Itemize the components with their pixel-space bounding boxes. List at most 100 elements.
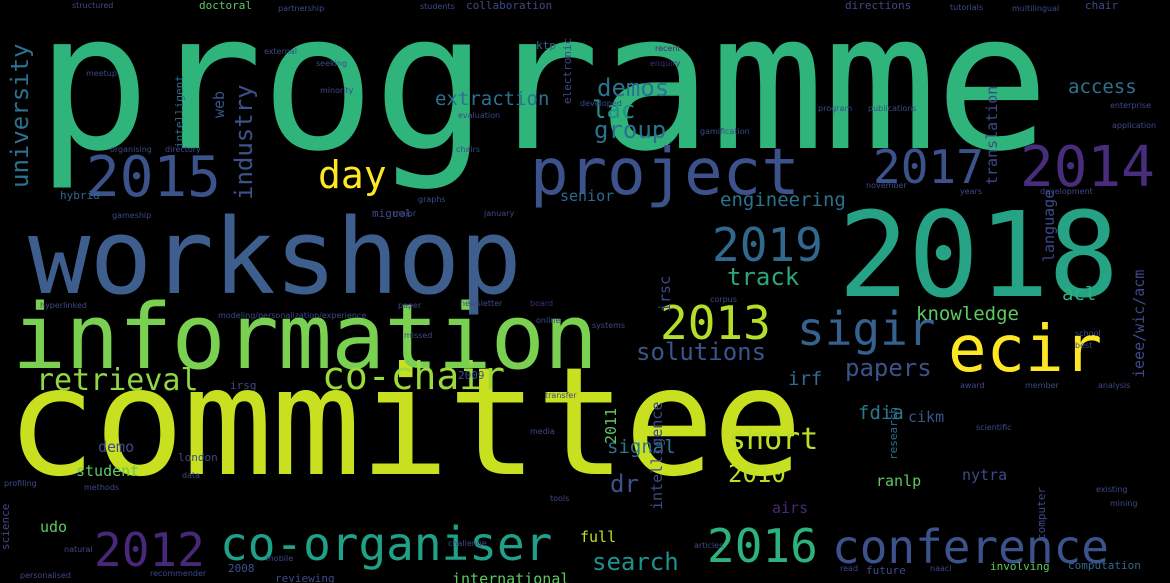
word-access: access xyxy=(1068,76,1137,98)
word-solutions: solutions xyxy=(636,338,767,366)
word-newsletter: newsletter xyxy=(460,299,503,308)
word-track: track xyxy=(727,263,800,291)
word-co-organiser: co-organiser xyxy=(220,517,553,571)
word-paper: paper xyxy=(398,301,422,310)
word-structured: structured xyxy=(72,1,114,10)
word-hyperlinked: hyperlinked xyxy=(40,301,87,310)
word-2009: 2009 xyxy=(458,369,485,382)
word-group: group xyxy=(594,116,667,144)
word-program: program xyxy=(818,104,853,113)
word-web: web xyxy=(210,90,228,118)
word-collaboration: collaboration xyxy=(466,0,553,12)
word-ranlp: ranlp xyxy=(876,472,922,490)
word-personalised: personalised xyxy=(20,571,71,580)
word-systems: systems xyxy=(592,321,626,330)
word-seeking: seeking xyxy=(316,59,348,68)
word-co-chair: co-chair xyxy=(322,354,506,398)
word-airs: airs xyxy=(772,499,809,517)
word-fdia: fdia xyxy=(858,402,904,424)
word-read: read xyxy=(840,564,859,573)
word-2008: 2008 xyxy=(228,562,255,575)
word-nytra: nytra xyxy=(962,466,1008,484)
word-research: research xyxy=(887,407,900,460)
word-2013: 2013 xyxy=(660,296,771,350)
word-language: language xyxy=(1040,189,1058,262)
word-school: school xyxy=(1075,329,1101,338)
word-recommender: recommender xyxy=(150,569,207,578)
word-hybrid: hybrid xyxy=(60,189,100,202)
word-ktp: ktp xyxy=(536,39,556,52)
word-demo: demo xyxy=(98,438,135,456)
word-computer: computer xyxy=(1035,487,1048,540)
word-cikm: cikm xyxy=(908,408,945,426)
word-workshop: workshop xyxy=(28,196,522,318)
word-irf: irf xyxy=(788,368,823,390)
word-enquiry: enquiry xyxy=(650,59,681,68)
word-lac: lac xyxy=(592,96,636,124)
word-articles: articles xyxy=(694,541,724,550)
word-irsg: irsg xyxy=(230,379,257,392)
word-mining: mining xyxy=(1110,499,1138,508)
word-gameship: gameship xyxy=(112,211,152,220)
word-recent: recent xyxy=(655,44,681,53)
word-profiling: profiling xyxy=(4,479,37,488)
word-knowledge: knowledge xyxy=(916,303,1019,325)
word-board: board xyxy=(530,299,554,308)
word-electronic: electronic xyxy=(561,37,574,104)
word-intelligence: intelligence xyxy=(648,401,666,510)
word-irsc: irsc xyxy=(656,275,674,312)
word-sigir: sigir xyxy=(797,302,936,356)
word-2016: 2016 xyxy=(707,519,818,573)
word-chair: chair xyxy=(1085,0,1119,12)
word-meetup: meetup xyxy=(86,69,117,78)
word-missed: missed xyxy=(404,331,433,340)
word-natural: natural xyxy=(64,545,93,554)
word-full: full xyxy=(580,528,617,546)
word-engineering: engineering xyxy=(720,189,846,211)
word-mobile: mobile xyxy=(266,554,294,563)
word-best: best xyxy=(1075,341,1093,350)
word-multilingual: multilingual xyxy=(1012,4,1060,13)
word-chairs: chairs xyxy=(456,145,481,154)
word-university: university xyxy=(6,43,34,189)
word-computation: computation xyxy=(1068,559,1141,572)
word-2017: 2017 xyxy=(873,140,984,194)
word-student: student xyxy=(76,462,140,480)
word-analysis: analysis xyxy=(1098,381,1131,390)
word-2011: 2011 xyxy=(602,407,620,444)
word-partnership: partnership xyxy=(278,4,325,13)
word-reviewing: reviewing xyxy=(275,572,335,583)
word-data: data xyxy=(182,471,201,480)
word-modeling: modeling/personalization/experience xyxy=(218,311,367,320)
word-naacl: naacl xyxy=(930,564,952,573)
word-major: major xyxy=(393,209,417,218)
word-future: future xyxy=(866,564,906,577)
word-scientific: scientific xyxy=(976,423,1012,432)
word-papers: papers xyxy=(845,354,932,382)
word-extraction: extraction xyxy=(435,88,550,110)
word-involving: involving xyxy=(990,560,1050,573)
word-organising: organising xyxy=(110,145,152,154)
word-gamification: gamification xyxy=(700,127,750,136)
word-committee: committee xyxy=(6,336,803,510)
word-senior: senior xyxy=(560,187,615,205)
word-years: years xyxy=(960,187,983,196)
word-2012: 2012 xyxy=(94,523,205,577)
word-graphs: graphs xyxy=(418,195,446,204)
word-member: member xyxy=(1025,381,1059,390)
word-signal: signal xyxy=(607,436,676,458)
word-intelligent: intelligent xyxy=(173,75,186,148)
word-2015: 2015 xyxy=(86,145,221,210)
word-conference: conference xyxy=(832,520,1109,574)
word-ecir: ecir xyxy=(948,313,1103,387)
word-acl: acl xyxy=(1062,283,1097,305)
word-ieee: ieee/wic/acm xyxy=(1130,269,1148,378)
word-programme: programme xyxy=(36,0,1050,193)
word-industry: industry xyxy=(230,84,258,200)
word-students: students xyxy=(420,2,455,11)
word-day: day xyxy=(318,153,387,197)
word-2014: 2014 xyxy=(1020,135,1155,200)
word-translation: translation xyxy=(983,85,1001,185)
word-tools: tools xyxy=(550,494,570,503)
